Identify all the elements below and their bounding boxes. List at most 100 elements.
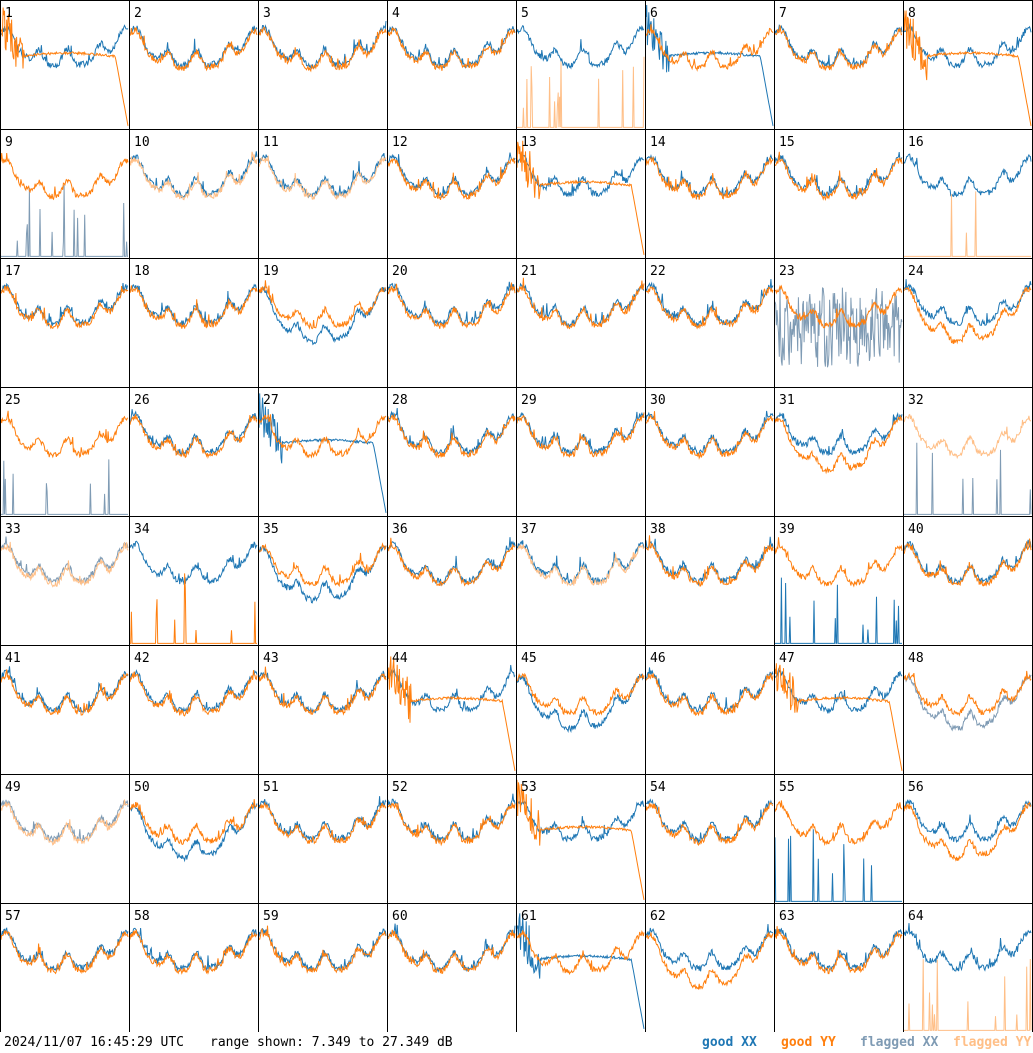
panel-59: 59: [258, 903, 388, 1032]
panel-32-xx-line: [904, 442, 1032, 515]
panel-48: 48: [903, 645, 1033, 775]
panel-35: 35: [258, 516, 388, 646]
panel-60: 60: [387, 903, 517, 1032]
panel-32-label: 32: [908, 393, 924, 408]
panel-5-frame: [516, 0, 646, 130]
panel-38-yy-line: [645, 535, 774, 587]
panel-22-yy-line: [645, 286, 774, 330]
panel-62-label: 62: [650, 909, 666, 924]
footer-bar: 2024/11/07 16:45:29 UTC range shown: 7.3…: [0, 1032, 1033, 1053]
panel-26-yy-line: [129, 414, 258, 459]
panel-52-xx-line: [387, 793, 516, 843]
panel-33: 33: [0, 516, 130, 646]
panel-55-yy-line: [774, 800, 903, 847]
panel-55: 55: [774, 774, 904, 904]
panel-15-xx-line: [774, 152, 903, 198]
panel-63: 63: [774, 903, 904, 1032]
panel-40-yy-line: [903, 538, 1032, 587]
panel-40-label: 40: [908, 522, 924, 537]
panel-19: 19: [258, 258, 388, 388]
panel-50-xx-line: [129, 801, 258, 863]
panel-58-xx-line: [129, 927, 258, 972]
panel-18: 18: [129, 258, 259, 388]
panel-30-xx-line: [645, 410, 774, 456]
panel-2: 2: [129, 0, 259, 130]
panel-10: 10: [129, 129, 259, 259]
panel-16: 16: [903, 129, 1033, 259]
panel-4-frame: [387, 0, 517, 130]
panel-13-label: 13: [521, 135, 537, 150]
panel-62-xx-line: [645, 924, 774, 972]
panel-17: 17: [0, 258, 130, 388]
panel-34-label: 34: [134, 522, 150, 537]
panel-33-label: 33: [5, 522, 21, 537]
panel-56-label: 56: [908, 780, 924, 795]
panel-12-xx-line: [387, 152, 516, 198]
panel-42-xx-line: [129, 669, 258, 714]
panel-63-yy-line: [774, 926, 903, 975]
panel-51-xx-line: [258, 796, 387, 843]
panel-15: 15: [774, 129, 904, 259]
panel-13-yy-line: [516, 140, 645, 255]
panel-44-yy-line: [387, 656, 516, 771]
panel-37-xx-line: [516, 540, 645, 586]
panel-14-yy-line: [645, 156, 774, 200]
panel-30: 30: [645, 387, 775, 517]
panel-53-label: 53: [521, 780, 537, 795]
panel-24-xx-line: [904, 279, 1032, 327]
panel-19-label: 19: [263, 264, 279, 279]
panel-22-label: 22: [650, 264, 666, 279]
panel-60-yy-line: [387, 929, 516, 975]
panel-56-yy-line: [903, 801, 1032, 862]
panel-17-yy-line: [0, 284, 129, 330]
panel-35-xx-line: [258, 544, 387, 604]
panel-64-label: 64: [908, 909, 924, 924]
panel-2-frame: [129, 0, 259, 130]
panel-27-label: 27: [263, 393, 279, 408]
panel-36-yy-line: [387, 537, 516, 587]
panel-9-label: 9: [5, 135, 13, 150]
panel-2-xx-line: [129, 25, 258, 70]
panel-44: 44: [387, 645, 517, 775]
panel-12: 12: [387, 129, 517, 259]
panel-15-label: 15: [779, 135, 795, 150]
panel-39-label: 39: [779, 522, 795, 537]
legend-good-yy: good YY: [781, 1035, 836, 1050]
legend-good-xx: good XX: [702, 1035, 757, 1050]
panel-1-frame: [0, 0, 130, 130]
panel-11-yy-line: [258, 155, 387, 201]
panel-27-xx-line: [258, 393, 387, 513]
panel-53-yy-line: [516, 779, 645, 900]
panel-25-yy-line: [0, 410, 129, 459]
panel-21-label: 21: [521, 264, 537, 279]
panel-39-xx-line: [775, 577, 902, 644]
panel-61-yy-line: [516, 929, 645, 976]
panel-8: 8: [903, 0, 1033, 130]
panel-52-label: 52: [392, 780, 408, 795]
panel-64: 64: [903, 903, 1033, 1032]
panel-11-label: 11: [263, 135, 279, 150]
panel-61: 61: [516, 903, 646, 1032]
panel-16-yy-line: [904, 191, 1031, 257]
panel-47-yy-line: [774, 663, 903, 771]
panel-23-yy-line: [774, 284, 903, 329]
panel-2-label: 2: [134, 6, 142, 21]
panel-9: 9: [0, 129, 130, 259]
panel-52-yy-line: [387, 802, 516, 847]
panel-43: 43: [258, 645, 388, 775]
panel-10-label: 10: [134, 135, 150, 150]
panel-28-xx-line: [387, 407, 516, 456]
panel-11-xx-line: [258, 152, 387, 199]
panel-39-yy-line: [774, 537, 903, 588]
panel-25-label: 25: [5, 393, 21, 408]
panel-8-yy-line: [903, 10, 1032, 126]
panel-58: 58: [129, 903, 259, 1032]
panel-7: 7: [774, 0, 904, 130]
panel-37-label: 37: [521, 522, 537, 537]
panel-14-xx-line: [645, 153, 774, 198]
panel-49-label: 49: [5, 780, 21, 795]
panel-4-label: 4: [392, 6, 400, 21]
panel-38-xx-line: [645, 536, 774, 587]
panel-5: 5: [516, 0, 646, 130]
panel-10-yy-line: [129, 151, 258, 201]
